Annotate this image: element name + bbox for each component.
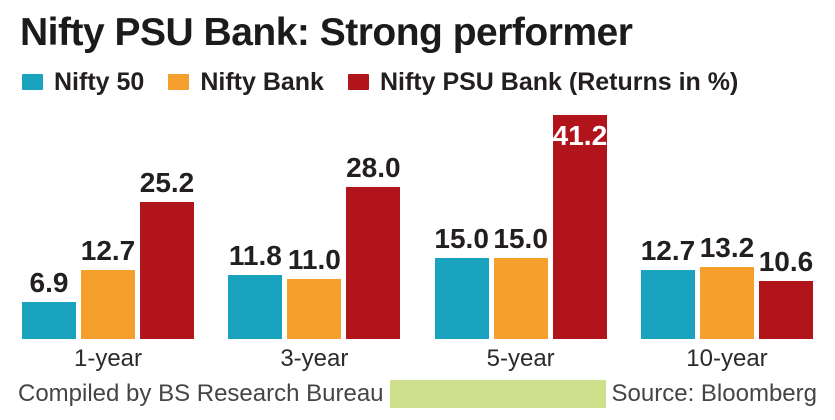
bar-value-label: 12.7 [80, 234, 136, 266]
bar-nifty-psu-bank-3-year [346, 186, 401, 339]
bar-nifty-psu-bank-1-year [140, 201, 194, 339]
bar-group-1-year: 6.9 12.7 25.2 1-year [22, 111, 194, 373]
bar-nifty-50-3-year [228, 274, 283, 339]
bar-value-label: 11.0 [287, 243, 341, 275]
bar-col-nifty-50-10-year: 12.7 [640, 234, 696, 339]
bar-col-nifty-bank-1-year: 12.7 [80, 234, 136, 339]
category-label: 5-year [486, 344, 555, 372]
bar-value-label: 15.0 [434, 222, 489, 254]
bar-nifty-50-1-year [22, 301, 76, 339]
bar-col-nifty-psu-bank-5-year: 41.2 [552, 114, 608, 339]
bar-col-nifty-50-1-year: 6.9 [22, 266, 76, 339]
bar-group-bars: 11.8 11.0 28.0 [228, 111, 401, 339]
bar-nifty-bank-10-year [699, 266, 754, 339]
bar-nifty-50-10-year [640, 269, 695, 339]
bar-col-nifty-50-5-year: 15.0 [434, 222, 489, 339]
footer-source: Source: Bloomberg [611, 379, 817, 407]
legend-label: Nifty Bank [200, 67, 324, 96]
footer-highlight-bar [389, 380, 606, 409]
bar-col-nifty-bank-10-year: 13.2 [699, 231, 755, 339]
bar-col-nifty-bank-5-year: 15.0 [493, 222, 548, 339]
bar-nifty-50-5-year [434, 257, 489, 339]
category-label: 10-year [686, 344, 768, 372]
bar-value-label: 6.9 [29, 266, 69, 298]
category-label: 1-year [73, 344, 143, 372]
bar-col-nifty-psu-bank-3-year: 28.0 [346, 151, 401, 339]
legend-swatch-nifty-psu-bank-returns-in [347, 74, 369, 91]
bar-value-label: 41.2 [552, 119, 608, 151]
bar-nifty-bank-5-year [493, 257, 548, 339]
bar-chart: 6.9 12.7 25.2 1-year 11.8 11.0 28.0 3-year 15.0 1… [22, 111, 813, 373]
chart-title: Nifty PSU Bank: Strong performer [20, 11, 633, 54]
legend-label: Nifty PSU Bank (Returns in %) [379, 67, 739, 96]
legend-swatch-nifty-50 [22, 74, 43, 91]
bar-value-label: 25.2 [139, 166, 195, 198]
legend-label: Nifty 50 [54, 67, 145, 96]
legend-swatch-nifty-bank [168, 74, 190, 91]
legend: Nifty 50 Nifty Bank Nifty PSU Bank (Return… [22, 68, 835, 97]
bar-value-label: 12.7 [640, 234, 696, 266]
bar-nifty-psu-bank-5-year: 41.2 [552, 114, 608, 339]
bar-col-nifty-bank-3-year: 11.0 [287, 243, 342, 339]
bar-group-bars: 6.9 12.7 25.2 [22, 111, 194, 339]
bar-group-3-year: 11.8 11.0 28.0 3-year [228, 111, 401, 373]
bar-nifty-bank-1-year [81, 269, 135, 339]
bar-value-label: 13.2 [699, 231, 755, 263]
bar-nifty-bank-3-year [287, 278, 342, 339]
bar-value-label: 11.8 [228, 239, 282, 271]
category-label: 3-year [280, 344, 349, 372]
bar-group-bars: 12.7 13.2 10.6 [641, 111, 813, 339]
footer: Compiled by BS Research Bureau Source: B… [18, 380, 817, 409]
bar-value-label: 15.0 [493, 222, 548, 254]
bar-group-bars: 15.0 15.0 41.2 [434, 111, 608, 339]
bar-col-nifty-psu-bank-1-year: 25.2 [139, 166, 195, 339]
bar-col-nifty-psu-bank-10-year: 10.6 [758, 245, 814, 339]
bar-nifty-psu-bank-10-year [758, 280, 813, 339]
legend-item-nifty-psu-bank-returns-in: Nifty PSU Bank (Returns in %) [347, 67, 739, 97]
legend-item-nifty-50: Nifty 50 [22, 68, 144, 97]
bar-value-label: 28.0 [346, 151, 401, 183]
bar-group-5-year: 15.0 15.0 41.2 5-year [434, 111, 608, 373]
bar-value-label: 10.6 [758, 245, 814, 277]
bar-group-10-year: 12.7 13.2 10.6 10-year [641, 111, 814, 373]
footer-credit: Compiled by BS Research Bureau [18, 379, 384, 407]
legend-item-nifty-bank: Nifty Bank [168, 68, 324, 97]
bar-col-nifty-50-3-year: 11.8 [228, 239, 283, 339]
